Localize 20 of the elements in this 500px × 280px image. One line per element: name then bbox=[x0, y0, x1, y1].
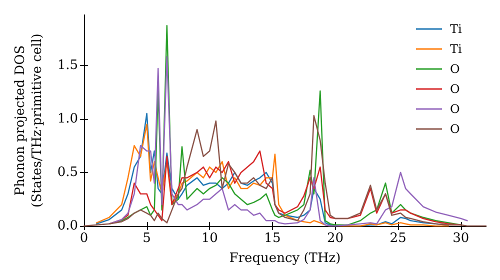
legend-label: Ti bbox=[450, 42, 462, 56]
x-tick-label: 0 bbox=[80, 231, 88, 246]
y-tick-label: 0.0 bbox=[57, 218, 78, 234]
legend-label: O bbox=[450, 82, 460, 96]
legend-label: O bbox=[450, 122, 460, 136]
x-tick-label: 15 bbox=[264, 231, 281, 246]
x-tick-label: 25 bbox=[390, 231, 406, 246]
x-tick-label: 30 bbox=[452, 231, 470, 246]
y-tick-label: 1.5 bbox=[57, 58, 78, 73]
x-tick-label: 10 bbox=[201, 231, 218, 246]
line-series bbox=[108, 56, 468, 227]
y-tick-label: 0.5 bbox=[57, 164, 78, 180]
x-axis-title: Frequency (THz) bbox=[229, 250, 341, 266]
y-axis-title: Phonon projected DOS (States/THz·primitive cell) bbox=[13, 33, 45, 208]
x-tick-label: 5 bbox=[142, 231, 151, 246]
legend-label: O bbox=[450, 102, 460, 116]
y-tick-label: 1.0 bbox=[57, 111, 78, 126]
legend-label: Ti bbox=[450, 22, 462, 36]
legend-label: O bbox=[450, 62, 460, 76]
x-tick-label: 20 bbox=[326, 231, 344, 246]
